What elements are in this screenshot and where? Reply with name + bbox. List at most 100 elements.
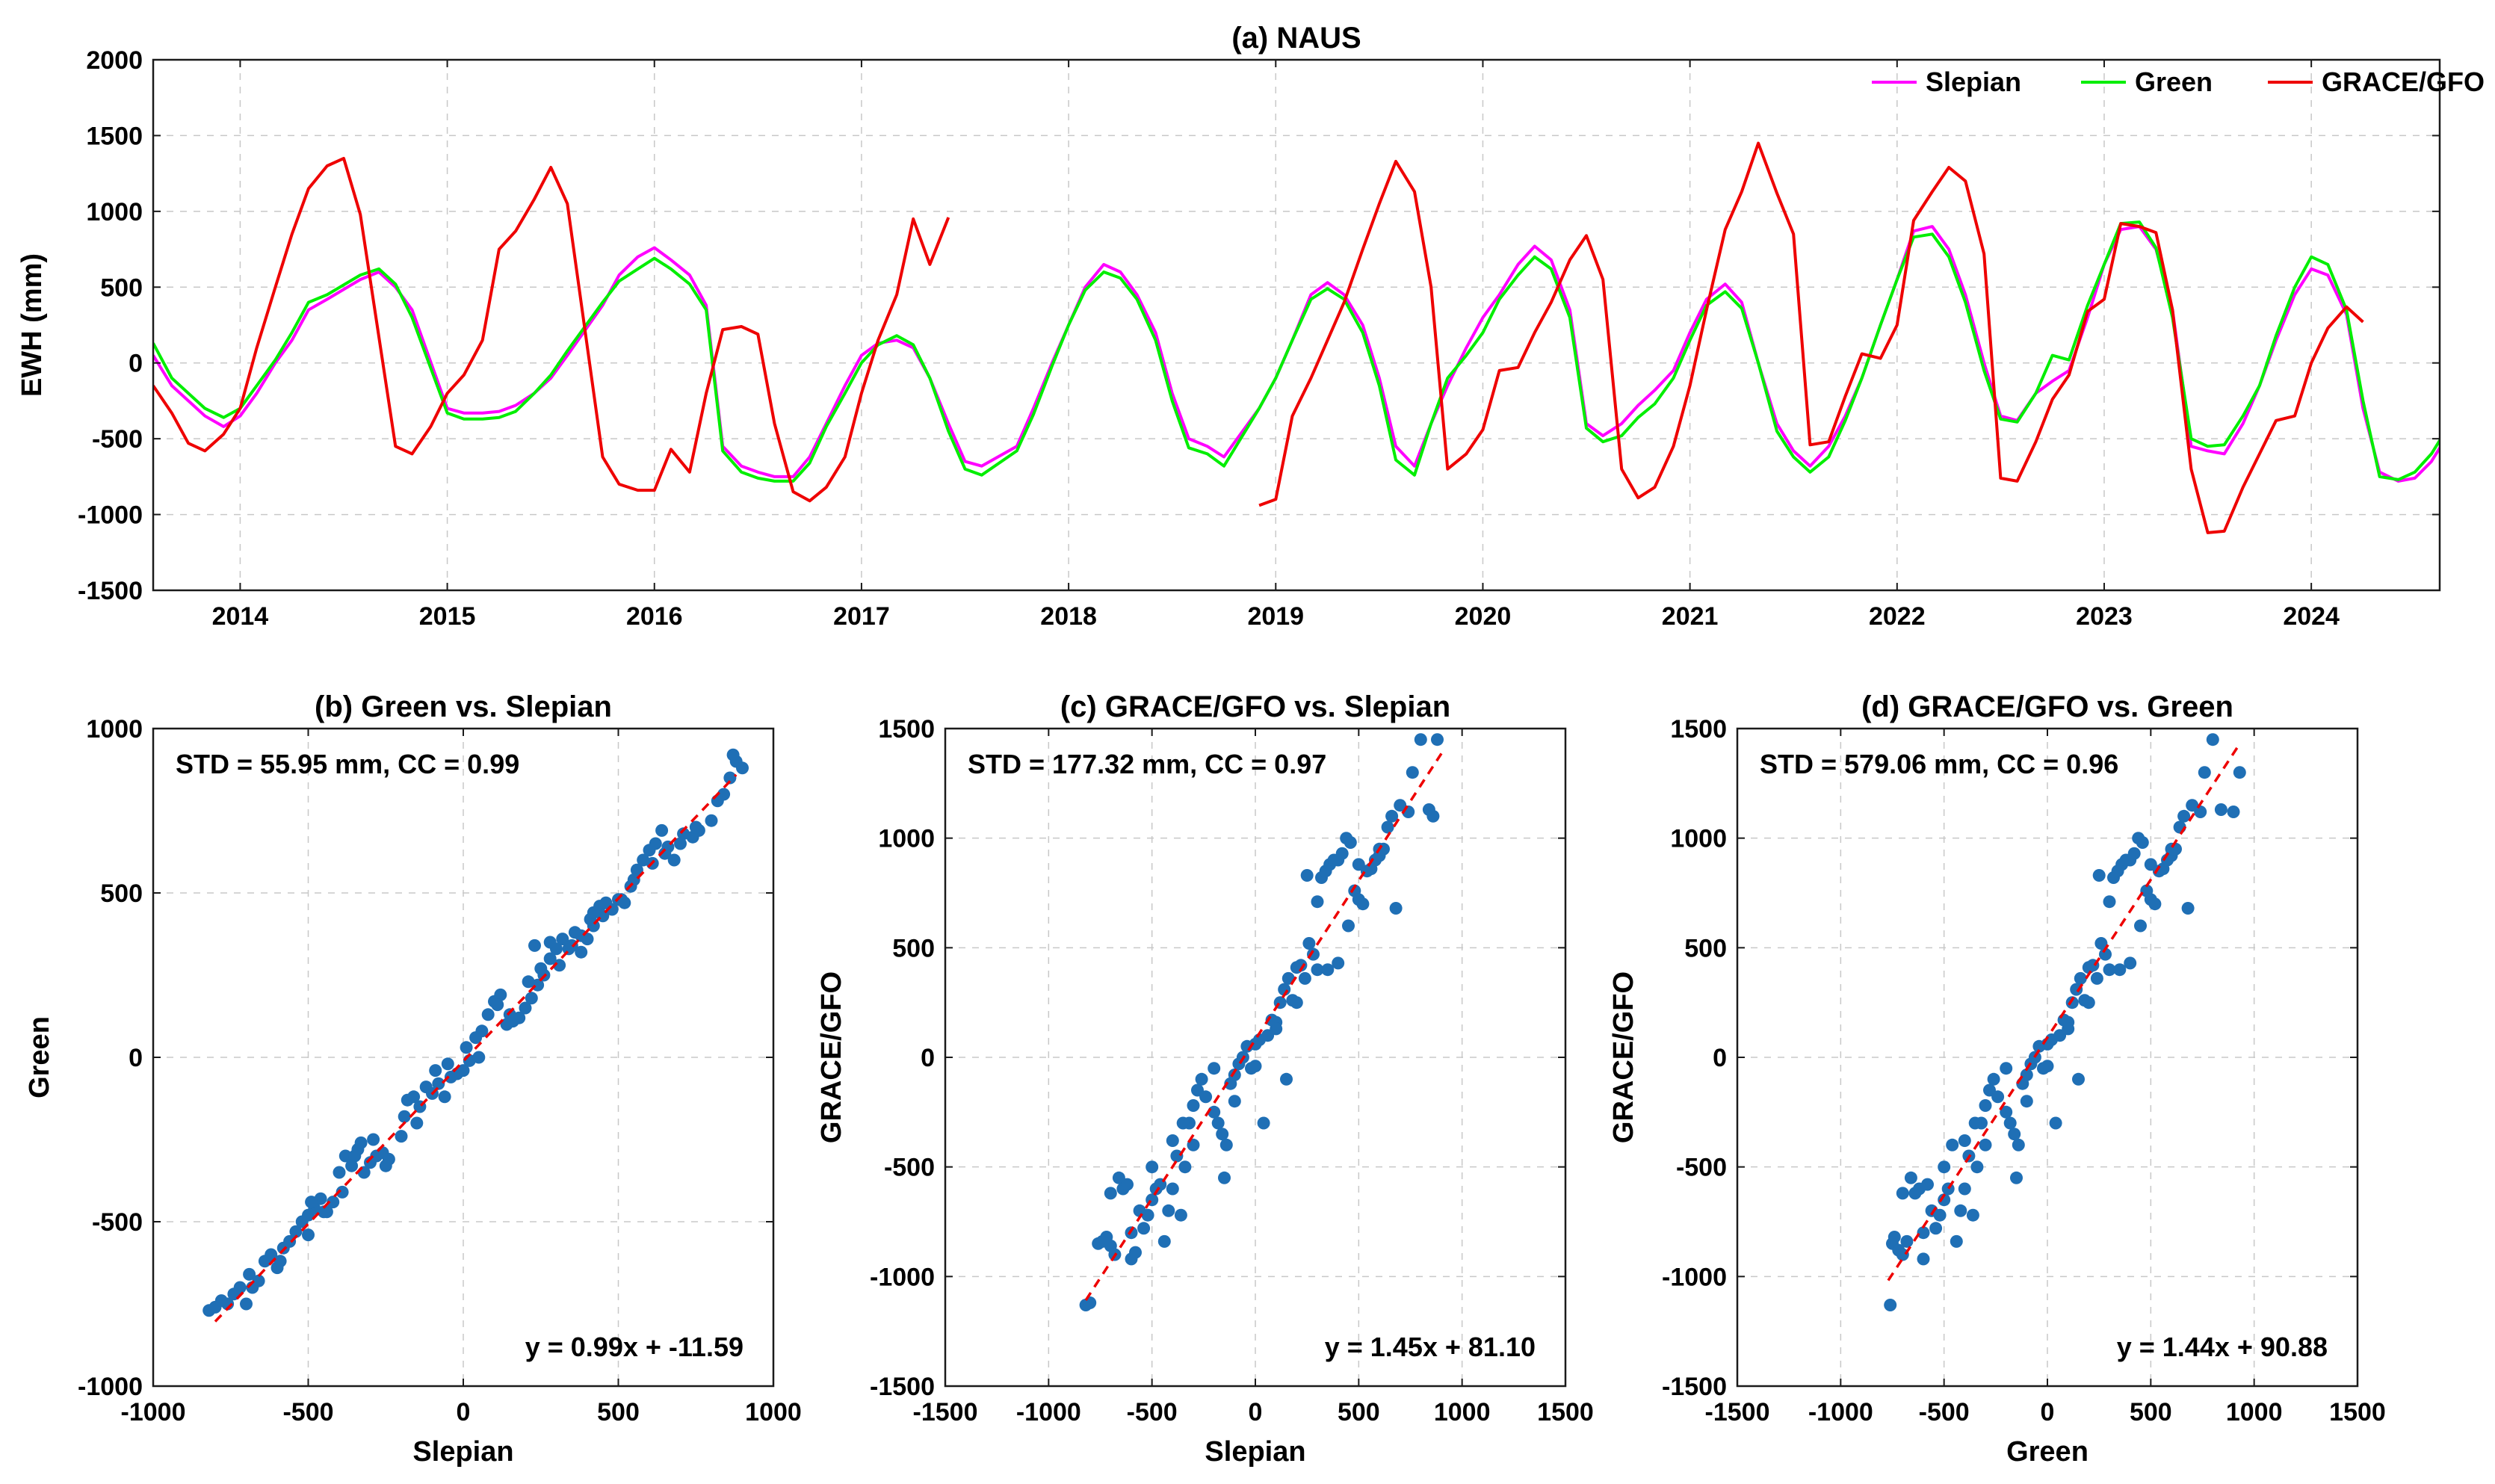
x-tick-label: 2016 bbox=[626, 602, 683, 631]
chart-title-c: (c) GRACE/GFO vs. Slepian bbox=[1060, 690, 1450, 723]
scatter-point bbox=[627, 873, 640, 886]
scatter-point bbox=[1137, 1222, 1151, 1235]
scatter-point bbox=[2012, 1138, 2025, 1151]
scatter-point bbox=[1406, 766, 1419, 779]
x-tick-label: 0 bbox=[1249, 1398, 1263, 1426]
y-tick-label: 0 bbox=[921, 1044, 935, 1072]
scatter-point bbox=[655, 823, 669, 837]
scatter-point bbox=[2148, 897, 2162, 911]
y-tick-label: 500 bbox=[100, 273, 143, 302]
x-tick-label: -1500 bbox=[913, 1398, 978, 1426]
y-tick-label: -500 bbox=[92, 1208, 143, 1237]
scatter-point bbox=[2124, 956, 2137, 970]
scatter-point bbox=[1228, 1095, 1241, 1108]
x-tick-label: 500 bbox=[2130, 1398, 2172, 1426]
scatter-point bbox=[1219, 1138, 1233, 1151]
y-tick-label: -1500 bbox=[870, 1373, 935, 1401]
chart-title-b: (b) Green vs. Slepian bbox=[315, 690, 612, 723]
scatter-point bbox=[1970, 1160, 1984, 1174]
scatter-point bbox=[1968, 1116, 1982, 1130]
scatter-point bbox=[2198, 766, 2211, 779]
scatter-point bbox=[2082, 996, 2095, 1010]
fit-equation: y = 1.44x + 90.88 bbox=[2117, 1332, 2328, 1362]
x-tick-label: -1000 bbox=[1808, 1398, 1873, 1426]
x-axis-label-d: Green bbox=[2006, 1436, 2089, 1468]
scatter-point bbox=[1170, 1149, 1184, 1163]
x-tick-label: 1500 bbox=[2329, 1398, 2386, 1426]
scatter-point bbox=[1938, 1193, 1951, 1207]
x-tick-label: 2015 bbox=[419, 602, 476, 631]
x-tick-label: -500 bbox=[1127, 1398, 1178, 1426]
scatter-point bbox=[1270, 1022, 1283, 1036]
scatter-point bbox=[1987, 1072, 2000, 1086]
scatter-point bbox=[1104, 1187, 1117, 1200]
scatter-point bbox=[1381, 820, 1394, 834]
fit-line bbox=[1887, 743, 2241, 1282]
x-tick-label: 2018 bbox=[1040, 602, 1097, 631]
stat-annotation: STD = 579.06 mm, CC = 0.96 bbox=[1760, 749, 2118, 779]
scatter-point bbox=[605, 903, 619, 916]
x-tick-label: -1000 bbox=[121, 1398, 186, 1426]
scatter-point bbox=[1344, 836, 1357, 849]
scatter-point bbox=[2000, 1105, 2013, 1119]
scatter-point bbox=[1290, 996, 1303, 1010]
fit-line bbox=[214, 773, 738, 1323]
y-tick-label: 0 bbox=[1713, 1044, 1727, 1072]
x-tick-label: 2014 bbox=[212, 602, 269, 631]
x-tick-label: 2020 bbox=[1455, 602, 1512, 631]
scatter-point bbox=[1280, 1072, 1293, 1086]
x-tick-label: 2017 bbox=[833, 602, 890, 631]
scatter-point bbox=[429, 1064, 442, 1078]
series-line-grace-gfo bbox=[1258, 141, 2364, 534]
y-tick-label: -1000 bbox=[870, 1263, 935, 1291]
scatter-point bbox=[649, 837, 662, 850]
scatter-point bbox=[2094, 937, 2108, 950]
scatter-point bbox=[214, 1294, 228, 1308]
scatter-point bbox=[1356, 897, 1370, 911]
x-axis-label-b: Slepian bbox=[412, 1436, 513, 1468]
scatter-point bbox=[1917, 1226, 1930, 1240]
y-tick-label: 1500 bbox=[1670, 715, 1727, 743]
scatter-point bbox=[2008, 1128, 2021, 1141]
scatter-point bbox=[1187, 1099, 1200, 1112]
x-tick-label: -500 bbox=[1919, 1398, 1970, 1426]
scatter-point bbox=[1979, 1138, 1992, 1151]
scatter-point bbox=[1426, 809, 1440, 823]
scatter-point bbox=[556, 933, 569, 946]
scatter-point bbox=[338, 1149, 352, 1163]
x-axis-label-c: Slepian bbox=[1205, 1436, 1305, 1468]
scatter-point bbox=[379, 1159, 392, 1172]
scatter-point bbox=[2227, 806, 2240, 818]
y-tick-label: 500 bbox=[100, 879, 143, 908]
scatter-point bbox=[252, 1274, 265, 1287]
scatter-point bbox=[302, 1228, 315, 1242]
scatter-point bbox=[345, 1159, 359, 1172]
scatter-point bbox=[2136, 836, 2149, 849]
scatter-point bbox=[2127, 847, 2141, 860]
scatter-point bbox=[1298, 971, 1311, 985]
scatter-point bbox=[2181, 902, 2195, 915]
scatter-point bbox=[2099, 947, 2112, 961]
scatter-point bbox=[1228, 1069, 1241, 1081]
scatter-point bbox=[1162, 1204, 1175, 1217]
scatter-point bbox=[289, 1225, 303, 1238]
scatter-point bbox=[1129, 1246, 1142, 1259]
scatter-point bbox=[575, 945, 588, 959]
scatter-point bbox=[1917, 1252, 1930, 1266]
scatter-point bbox=[1300, 869, 1314, 882]
scatter-point bbox=[1888, 1231, 1901, 1243]
scatter-point bbox=[1385, 809, 1399, 823]
scatter-point bbox=[305, 1196, 318, 1209]
scatter-point bbox=[2103, 895, 2116, 909]
scatter-point bbox=[1954, 1204, 1967, 1217]
scatter-point bbox=[705, 814, 718, 827]
panel-b: -1000 -500 0 500 1000 -1000 -500 0 500 1000 (b) Gr… bbox=[24, 690, 802, 1468]
y-tick-label: -500 bbox=[1676, 1154, 1727, 1182]
scatter-point bbox=[367, 1133, 380, 1146]
scatter-point bbox=[1174, 1208, 1187, 1222]
scatter-point bbox=[1211, 1116, 1225, 1130]
scatter-point bbox=[233, 1281, 247, 1294]
y-tick-label: 0 bbox=[129, 350, 143, 378]
y-axis-label-a: EWH (mm) bbox=[16, 253, 48, 397]
scatter-point bbox=[503, 1008, 516, 1021]
